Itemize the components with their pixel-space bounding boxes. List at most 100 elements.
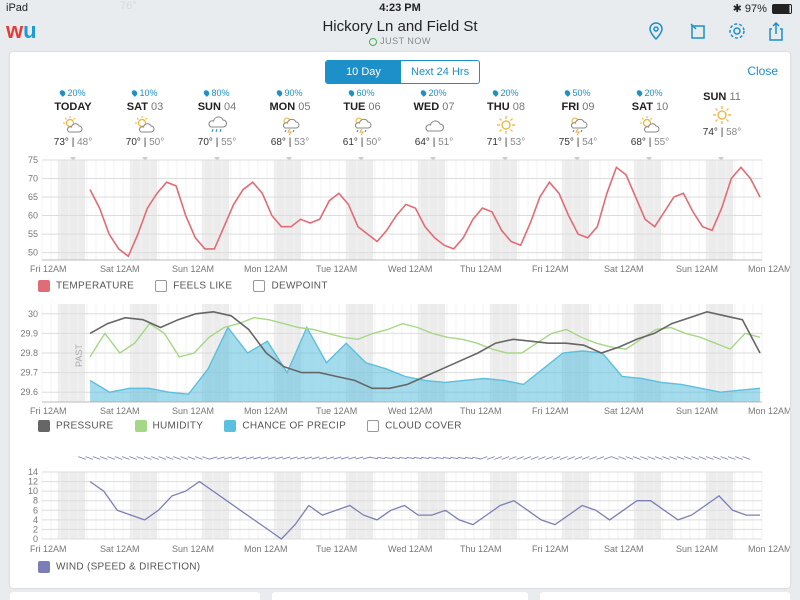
legend-cloud-cover[interactable]: CLOUD COVER — [367, 420, 462, 432]
wind-arrow-icon — [209, 456, 218, 460]
high-temp: 74° — [702, 127, 718, 138]
hi-lo: 61° | 50° — [342, 137, 382, 148]
day-number: 10 — [656, 101, 669, 113]
x-tick-label: Sun 12AM — [172, 544, 214, 554]
status-bar: iPad 4:23 PM ✱ 97% — [0, 0, 800, 18]
night-shade — [633, 160, 662, 260]
temp-tick-label: 60 — [28, 211, 38, 221]
day-summary[interactable]: 90% MON 05 68° | 53° — [254, 88, 326, 148]
precip-swatch — [224, 420, 237, 432]
precip-chance: 60% — [326, 88, 398, 98]
thunderstorm-icon — [254, 115, 326, 137]
x-tick-label: Sun 12AM — [676, 544, 718, 554]
pressure-tick-label: 29.8 — [20, 348, 38, 358]
day-number: 03 — [151, 101, 164, 113]
wind-arrow-icon — [662, 456, 670, 460]
partly-cloudy-icon — [614, 115, 686, 137]
day-summary[interactable]: SUN 11 74° | 58° — [686, 88, 758, 138]
temp-tick-label: 75 — [28, 155, 38, 165]
wind-arrow-icon — [654, 456, 663, 460]
high-temp: 70° — [125, 137, 141, 148]
day-marker — [574, 157, 580, 161]
wind-arrow-icon — [618, 456, 627, 460]
x-tick-label: Tue 12AM — [316, 264, 357, 274]
wind-legend: WIND (SPEED & DIRECTION) — [38, 561, 218, 573]
update-text: JUST NOW — [380, 36, 431, 46]
night-shade — [417, 472, 446, 539]
precip-line — [89, 325, 761, 395]
cloud-cover-checkbox — [367, 420, 380, 432]
sunny-icon — [686, 105, 758, 127]
tab-10-day[interactable]: 10 Day — [326, 61, 401, 83]
wind-arrow-icon — [194, 456, 203, 460]
unit-toggle-icon[interactable] — [688, 22, 708, 42]
x-tick-label: Fri 12AM — [30, 544, 67, 554]
legend-feels-like[interactable]: FEELS LIKE — [155, 280, 232, 292]
precip-chance-value: 60% — [356, 88, 375, 98]
hi-lo: 68° | 55° — [630, 137, 670, 148]
wind-arrow-icon — [172, 456, 181, 460]
day-summary[interactable]: 20% THU 08 71° | 53° — [470, 88, 542, 148]
pressure-tick-label: 30 — [28, 309, 38, 319]
day-label: WED — [413, 101, 440, 113]
legend-temperature[interactable]: TEMPERATURE — [38, 280, 134, 292]
day-summary[interactable]: 20% WED 07 64° | 51° — [398, 88, 470, 148]
temp-tick-label: 50 — [28, 248, 38, 258]
battery-percent: 97% — [744, 3, 767, 15]
location-pin-icon[interactable] — [646, 22, 666, 42]
day-summary[interactable]: 80% SUN 04 70° | 55° — [181, 88, 253, 148]
x-tick-label: Sat 12AM — [100, 544, 140, 554]
wind-arrow-icon — [158, 456, 167, 460]
day-summary[interactable]: 50% FRI 09 75° | 54° — [542, 88, 614, 148]
day-summary[interactable]: 10% SAT 03 70° | 50° — [109, 88, 181, 148]
tab-next-24-hrs[interactable]: Next 24 Hrs — [411, 66, 470, 78]
night-shade — [129, 472, 158, 539]
temperature-swatch — [38, 280, 50, 292]
wind-arrow-icon — [742, 456, 751, 460]
day-summary[interactable]: 20% SAT 10 68° | 55° — [614, 88, 686, 148]
hi-lo: 71° | 53° — [486, 137, 526, 148]
humidity-swatch — [134, 420, 147, 432]
wind-arrow-icon — [224, 456, 232, 460]
day-summary[interactable]: 60% TUE 06 61° | 50° — [326, 88, 398, 148]
wind-arrow-icon — [552, 456, 561, 460]
pressure-tick-label: 29.7 — [20, 368, 38, 378]
legend-wind[interactable]: WIND (SPEED & DIRECTION) — [38, 561, 200, 573]
wind-arrow-icon — [180, 456, 189, 460]
day-summary[interactable]: 20% TODAY 73° | 48° — [37, 88, 109, 148]
wind-arrow-icon — [669, 456, 678, 460]
wind-arrow-icon — [428, 456, 437, 460]
pressure-line — [89, 310, 761, 390]
update-status: JUST NOW — [0, 36, 800, 46]
wind-arrow-icon — [318, 456, 327, 460]
pressure-tick-label: 29.6 — [20, 387, 38, 397]
legend-precip[interactable]: CHANCE OF PRECIP — [224, 420, 346, 432]
settings-gear-icon[interactable] — [727, 22, 747, 42]
high-temp: 61° — [342, 137, 358, 148]
precip-chance: 20% — [37, 88, 109, 98]
precip-chance-value: 10% — [139, 88, 158, 98]
legend-wind-label: WIND (SPEED & DIRECTION) — [56, 561, 201, 573]
day-name: TUE 06 — [326, 101, 398, 113]
share-icon[interactable] — [766, 21, 786, 42]
wind-arrow-icon — [589, 456, 597, 460]
close-button[interactable]: Close — [747, 64, 778, 78]
bottom-card-middle — [272, 592, 528, 600]
day-name: WED 07 — [398, 101, 470, 113]
battery-icon — [772, 4, 792, 15]
high-temp: 70° — [197, 137, 213, 148]
night-shade — [561, 472, 590, 539]
precip-chance: 20% — [614, 88, 686, 98]
legend-pressure[interactable]: PRESSURE — [38, 420, 113, 432]
wind-arrow-icon — [348, 456, 357, 460]
wind-arrow-icon — [450, 456, 459, 460]
wind-tick-label: 8 — [33, 496, 38, 506]
wind-arrow-icon — [121, 456, 130, 460]
legend-temperature-label: TEMPERATURE — [56, 280, 135, 292]
wind-arrow-icon — [136, 456, 145, 460]
legend-dewpoint[interactable]: DEWPOINT — [253, 280, 327, 292]
wind-arrow-icon — [231, 456, 240, 460]
legend-humidity[interactable]: HUMIDITY — [134, 420, 204, 432]
low-temp: 55° — [654, 137, 670, 148]
